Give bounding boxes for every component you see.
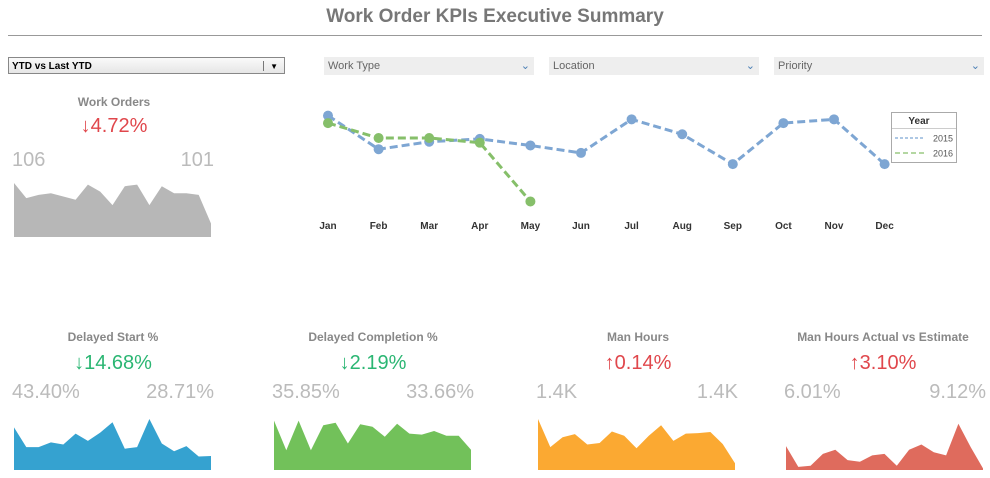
title-divider: [8, 35, 982, 36]
kpi-panel: Man Hours Actual vs Estimate ↑3.10%: [773, 330, 990, 375]
kpi-sparkline: [538, 419, 735, 470]
kpi-label: Man Hours Actual vs Estimate: [797, 330, 969, 344]
series-line-2015: [327, 114, 886, 166]
x-tick-label: Jun: [572, 221, 590, 232]
data-point[interactable]: [373, 133, 384, 143]
kpi-previous-value: 1.4K: [696, 381, 738, 403]
chevron-down-icon: ⌄: [520, 60, 530, 72]
kpi-label: Man Hours: [606, 330, 669, 344]
data-point[interactable]: [727, 159, 738, 170]
sparkline-area: [274, 420, 471, 470]
data-point[interactable]: [424, 133, 435, 143]
work-type-filter[interactable]: Work Type ⌄: [324, 57, 534, 75]
separator: [263, 61, 264, 71]
location-label: Location: [553, 60, 595, 72]
x-tick-label: Feb: [370, 221, 388, 232]
x-tick-label: Mar: [420, 221, 438, 232]
data-point[interactable]: [525, 196, 536, 207]
data-point[interactable]: [576, 147, 586, 158]
kpi-change: ↓2.19%: [339, 352, 407, 374]
data-point[interactable]: [323, 110, 333, 121]
period-select[interactable]: YTD vs Last YTD ▼: [8, 57, 285, 74]
kpi-panel: Man Hours ↑0.14%: [528, 330, 748, 375]
dropdown-arrow-icon: ▼: [270, 62, 278, 71]
kpi-current-value: 35.85%: [272, 381, 340, 403]
x-tick-label: Sep: [724, 221, 742, 232]
legend-label: 2016: [933, 149, 953, 159]
data-point[interactable]: [373, 144, 384, 155]
x-tick-label: Nov: [825, 221, 844, 232]
page-title: Work Order KPIs Executive Summary: [326, 6, 664, 27]
x-tick-label: Dec: [875, 221, 894, 232]
x-tick-label: Jan: [319, 221, 336, 232]
legend-title: Year: [908, 116, 929, 127]
kpi-label: Work Orders: [77, 95, 151, 109]
kpi-change: ↓4.72%: [80, 115, 148, 137]
priority-label: Priority: [778, 60, 813, 72]
kpi-previous-value: 28.71%: [146, 381, 214, 403]
period-value: YTD vs Last YTD: [12, 61, 92, 72]
work-orders-line-chart: Jan Feb Mar Apr May Jun Jul Aug Sep Oct Nov Dec Year…: [319, 110, 957, 232]
sparkline-area: [14, 419, 211, 470]
kpi-panel: Delayed Start % ↓14.68%: [3, 330, 223, 375]
kpi-current-value: 1.4K: [536, 381, 578, 403]
work-type-label: Work Type: [328, 60, 381, 72]
legend: Year 2015 2016: [891, 112, 957, 163]
x-tick-label: Apr: [471, 221, 488, 232]
kpi-sparkline: [14, 183, 211, 237]
kpi-current-value: 6.01%: [784, 381, 841, 403]
data-point[interactable]: [323, 118, 333, 129]
sparkline-area: [786, 423, 983, 470]
kpi-current-value: 43.40%: [12, 381, 80, 403]
data-point[interactable]: [829, 114, 839, 125]
kpi-previous-value: 33.66%: [406, 381, 474, 403]
data-point[interactable]: [626, 114, 637, 125]
chevron-down-icon: ⌄: [970, 60, 980, 72]
x-tick-label: Jul: [624, 221, 639, 232]
kpi-change: ↓14.68%: [74, 352, 152, 374]
kpi-panel: Work Orders ↓4.72%: [4, 95, 224, 138]
x-tick-label: Oct: [775, 221, 792, 232]
sparkline-area: [538, 419, 735, 470]
x-tick-label: May: [521, 221, 541, 232]
data-point[interactable]: [879, 159, 890, 170]
data-point[interactable]: [677, 129, 688, 140]
data-point[interactable]: [474, 137, 485, 148]
x-tick-label: Aug: [672, 221, 691, 232]
kpi-change: ↑0.14%: [604, 352, 672, 374]
kpi-current-value: 106: [12, 149, 46, 171]
kpi-sparkline: [14, 419, 211, 470]
data-point[interactable]: [778, 118, 789, 129]
kpi-label: Delayed Completion %: [308, 330, 438, 344]
kpi-sparkline: [274, 420, 471, 470]
kpi-previous-value: 101: [180, 149, 214, 171]
chevron-down-icon: ⌄: [745, 60, 755, 72]
legend-label: 2015: [933, 134, 953, 144]
sparkline-area: [14, 183, 211, 237]
kpi-change: ↑3.10%: [849, 352, 917, 374]
data-point[interactable]: [525, 140, 536, 151]
priority-filter[interactable]: Priority ⌄: [774, 57, 984, 75]
kpi-label: Delayed Start %: [67, 330, 159, 344]
kpi-sparkline: [786, 423, 983, 470]
kpi-previous-value: 9.12%: [929, 381, 986, 403]
location-filter[interactable]: Location ⌄: [549, 57, 759, 75]
kpi-panel: Delayed Completion % ↓2.19%: [263, 330, 483, 375]
